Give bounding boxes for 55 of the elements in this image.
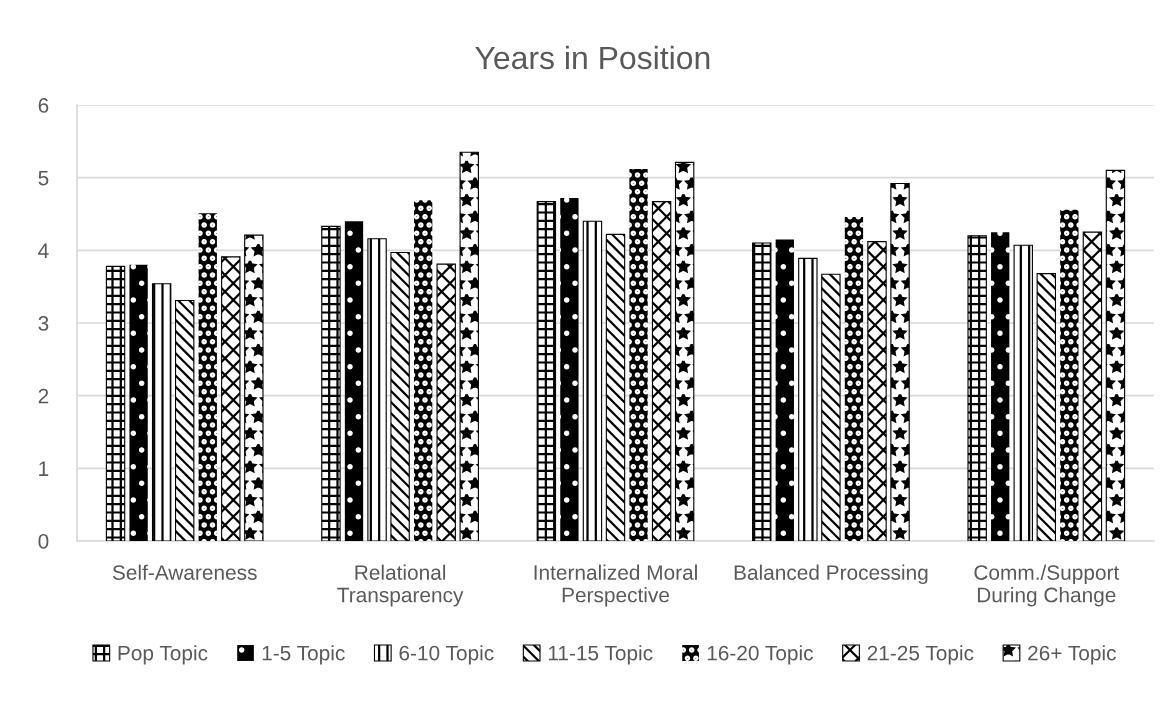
bar	[436, 263, 456, 541]
legend-label: 21-25 Topic	[867, 645, 974, 665]
bar	[321, 225, 341, 541]
bar	[367, 238, 387, 541]
bar	[244, 234, 264, 541]
bar	[821, 273, 841, 541]
bar	[674, 161, 695, 541]
legend-label: 11-15 Topic	[548, 645, 653, 665]
bar	[221, 256, 241, 541]
bar	[629, 168, 648, 541]
bar	[651, 201, 672, 541]
x-tick-label: Internalized Moral Perspective	[534, 564, 697, 607]
bar	[798, 257, 818, 541]
bar	[1105, 169, 1126, 541]
bar	[560, 198, 579, 541]
bar	[344, 221, 364, 541]
x-tick-label: Comm./Support During Change	[974, 564, 1120, 607]
bar	[775, 239, 794, 541]
legend-label: 26+ Topic	[1028, 645, 1116, 665]
bar	[105, 265, 126, 541]
bar	[582, 220, 603, 541]
y-tick-label: 5	[38, 170, 49, 186]
bar	[1013, 244, 1033, 541]
y-tick-label: 6	[38, 98, 49, 113]
legend-label: Pop Topic	[118, 645, 208, 665]
y-tick-label: 4	[38, 243, 49, 258]
y-tick-label: 3	[38, 316, 49, 331]
chart-title: Years in Position	[475, 45, 710, 70]
bar	[991, 232, 1010, 541]
bar	[1036, 273, 1057, 541]
bar	[1060, 209, 1079, 541]
x-tick-label: Balanced Processing	[734, 564, 928, 585]
bar	[129, 264, 148, 541]
y-tick-label: 0	[38, 534, 49, 549]
x-tick-label: Self-Awareness	[112, 564, 257, 580]
bar	[413, 200, 433, 541]
bar	[1082, 231, 1103, 541]
y-tick-label: 2	[38, 388, 49, 404]
bar	[967, 235, 987, 541]
legend-label: 16-20 Topic	[707, 645, 813, 665]
bar	[867, 241, 887, 541]
legend-label: 6-10 Topic	[399, 645, 494, 665]
legend-label: 1-5 Topic	[262, 645, 345, 665]
bar	[198, 213, 217, 541]
y-tick-label: 1	[39, 461, 49, 476]
bar	[174, 299, 195, 541]
bar	[151, 283, 172, 541]
bar	[844, 216, 864, 541]
bar	[605, 233, 626, 541]
bar	[459, 151, 479, 541]
x-tick-label: Relational Transparency	[337, 564, 464, 607]
bar	[752, 242, 772, 541]
bar	[536, 201, 557, 541]
bar	[390, 251, 410, 541]
bar	[890, 182, 910, 541]
